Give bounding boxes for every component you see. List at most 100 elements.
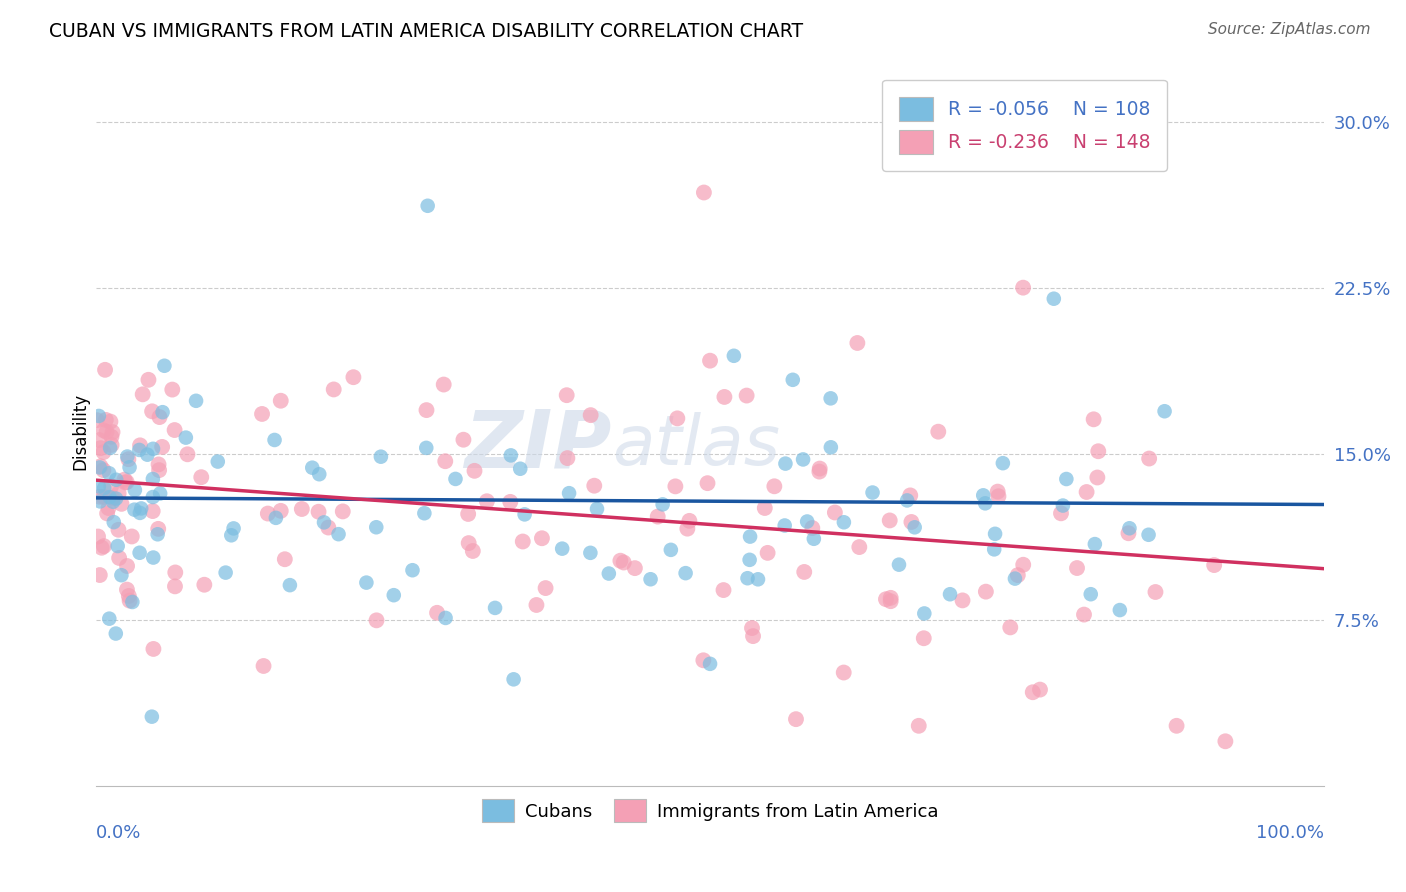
Point [105, 473, 128, 487]
Y-axis label: Disability: Disability [72, 393, 89, 470]
Point [148, 463, 170, 477]
Point [509, 461, 531, 475]
Point [366, 613, 388, 627]
Point [148, 522, 170, 536]
Point [93, 424, 115, 438]
Point [763, 479, 786, 493]
Point [142, 550, 165, 565]
Point [557, 451, 579, 466]
Point [94, 413, 117, 427]
Point [453, 433, 475, 447]
Point [484, 601, 506, 615]
Point [274, 552, 297, 566]
Point [579, 408, 602, 422]
Point [983, 542, 1005, 557]
Point [136, 448, 159, 462]
Point [332, 504, 354, 518]
Point [738, 553, 761, 567]
Point [659, 542, 682, 557]
Point [775, 457, 797, 471]
Point [142, 642, 165, 657]
Point [555, 388, 578, 402]
Point [820, 440, 842, 454]
Point [221, 528, 243, 542]
Point [110, 497, 132, 511]
Point [692, 653, 714, 667]
Point [149, 486, 172, 500]
Point [312, 516, 335, 530]
Point [118, 589, 141, 603]
Point [457, 507, 479, 521]
Point [875, 592, 897, 607]
Point [1043, 292, 1066, 306]
Point [664, 479, 686, 493]
Point [434, 611, 457, 625]
Point [193, 578, 215, 592]
Point [115, 559, 138, 574]
Point [370, 450, 392, 464]
Point [1007, 568, 1029, 582]
Point [270, 393, 292, 408]
Point [792, 452, 814, 467]
Point [741, 621, 763, 635]
Point [98, 467, 121, 481]
Point [846, 336, 869, 351]
Point [107, 486, 129, 500]
Point [108, 551, 131, 566]
Point [270, 504, 292, 518]
Point [415, 441, 437, 455]
Point [912, 607, 935, 621]
Point [499, 449, 522, 463]
Point [513, 508, 536, 522]
Point [100, 430, 122, 444]
Point [190, 470, 212, 484]
Point [640, 572, 662, 586]
Point [93, 463, 115, 477]
Point [129, 501, 152, 516]
Point [97, 501, 120, 516]
Point [1029, 682, 1052, 697]
Point [502, 673, 524, 687]
Point [322, 383, 344, 397]
Point [264, 511, 287, 525]
Point [291, 502, 314, 516]
Point [1085, 470, 1108, 484]
Point [676, 522, 699, 536]
Point [738, 530, 761, 544]
Point [713, 583, 735, 598]
Point [735, 388, 758, 402]
Point [1137, 451, 1160, 466]
Point [87, 529, 110, 543]
Text: ZIP: ZIP [464, 407, 612, 484]
Point [1118, 526, 1140, 541]
Point [1052, 499, 1074, 513]
Point [880, 591, 903, 605]
Point [1080, 587, 1102, 601]
Point [152, 405, 174, 419]
Point [613, 556, 636, 570]
Point [141, 404, 163, 418]
Point [163, 579, 186, 593]
Point [773, 518, 796, 533]
Point [426, 606, 449, 620]
Point [114, 473, 136, 487]
Point [666, 411, 689, 425]
Point [723, 349, 745, 363]
Point [803, 532, 825, 546]
Point [118, 593, 141, 607]
Point [214, 566, 236, 580]
Point [693, 186, 716, 200]
Point [90, 441, 112, 455]
Point [366, 520, 388, 534]
Point [808, 465, 831, 479]
Point [107, 539, 129, 553]
Point [93, 445, 115, 459]
Point [987, 489, 1010, 503]
Point [87, 479, 110, 493]
Point [252, 659, 274, 673]
Point [129, 506, 152, 520]
Point [142, 504, 165, 518]
Point [558, 486, 581, 500]
Point [121, 529, 143, 543]
Point [222, 521, 245, 535]
